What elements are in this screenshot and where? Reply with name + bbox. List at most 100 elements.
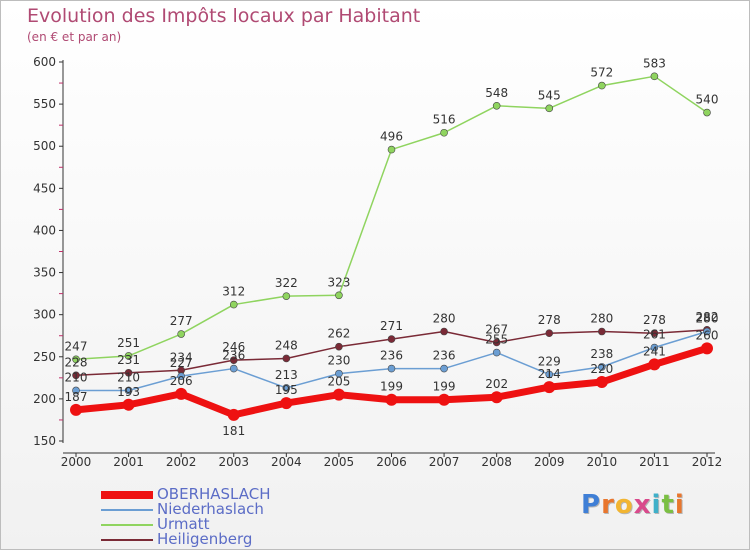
data-point-niederhaslach <box>177 372 185 380</box>
data-point-urmatt <box>124 352 133 360</box>
data-point-oberhaslach <box>385 393 398 406</box>
data-point-oberhaslach <box>701 342 713 355</box>
legend-swatch-oberhaslach <box>101 491 153 499</box>
data-point-heiligenberg <box>545 329 554 337</box>
logo-letter: i <box>674 490 685 520</box>
data-label-urmatt: 251 <box>117 336 140 350</box>
data-label-oberhaslach: 181 <box>222 424 245 438</box>
data-point-niederhaslach <box>387 364 396 373</box>
logo-letter: P <box>581 490 602 520</box>
y-tick-label: 250 <box>33 350 56 364</box>
data-label-niederhaslach: 227 <box>170 356 193 370</box>
data-label-oberhaslach: 206 <box>170 374 193 388</box>
data-point-heiligenberg <box>282 354 291 363</box>
data-label-niederhaslach: 210 <box>117 370 140 384</box>
data-label-niederhaslach: 236 <box>380 349 403 363</box>
x-tick-label: 2003 <box>218 455 249 469</box>
data-label-urmatt: 548 <box>485 86 508 100</box>
logo-letter: o <box>614 490 634 520</box>
legend-swatch-niederhaslach <box>101 509 153 511</box>
data-label-oberhaslach: 202 <box>485 377 508 391</box>
chart-subtitle: (en € et par an) <box>27 30 122 44</box>
data-label-oberhaslach: 187 <box>65 390 88 404</box>
proxiti-logo: Proxiti <box>581 490 685 520</box>
data-point-oberhaslach <box>490 391 503 404</box>
data-label-urmatt: 247 <box>65 339 88 353</box>
x-tick-label: 2002 <box>166 455 197 469</box>
data-label-heiligenberg: 248 <box>275 338 298 352</box>
data-label-niederhaslach: 229 <box>538 354 561 368</box>
data-point-heiligenberg <box>335 342 343 351</box>
data-point-urmatt <box>650 72 659 81</box>
data-point-oberhaslach <box>175 387 188 400</box>
data-label-oberhaslach: 205 <box>327 375 350 389</box>
data-label-niederhaslach: 236 <box>222 349 245 363</box>
data-label-niederhaslach: 230 <box>327 354 350 368</box>
data-label-urmatt: 323 <box>327 275 350 289</box>
data-point-urmatt <box>282 292 291 300</box>
data-point-niederhaslach <box>335 369 343 378</box>
data-label-oberhaslach: 220 <box>590 362 613 376</box>
y-tick-label: 200 <box>33 392 56 406</box>
data-point-urmatt <box>598 81 606 90</box>
data-point-oberhaslach <box>648 358 661 371</box>
data-label-urmatt: 312 <box>222 285 245 299</box>
data-label-urmatt: 322 <box>275 276 298 290</box>
x-tick-label: 2010 <box>587 455 618 469</box>
data-label-niederhaslach: 238 <box>590 347 613 361</box>
data-label-niederhaslach: 261 <box>643 328 666 342</box>
x-tick-label: 2012 <box>692 455 723 469</box>
y-tick-label: 550 <box>33 97 56 111</box>
x-tick-label: 2000 <box>61 455 92 469</box>
data-label-urmatt: 540 <box>696 93 719 107</box>
y-tick-label: 300 <box>33 308 56 322</box>
data-label-urmatt: 277 <box>170 314 193 328</box>
data-label-heiligenberg: 228 <box>65 355 88 369</box>
data-point-niederhaslach <box>703 327 711 336</box>
data-point-heiligenberg <box>229 356 238 364</box>
legend-label-heiligenberg: Heiligenberg <box>157 530 253 548</box>
x-tick-label: 2009 <box>534 455 565 469</box>
data-point-urmatt <box>177 330 185 338</box>
data-point-oberhaslach <box>227 408 240 421</box>
data-label-oberhaslach: 193 <box>117 385 140 399</box>
data-label-heiligenberg: 267 <box>485 322 508 336</box>
data-label-heiligenberg: 262 <box>327 327 350 341</box>
data-label-urmatt: 516 <box>433 113 456 127</box>
data-label-oberhaslach: 260 <box>696 328 719 342</box>
x-tick-label: 2004 <box>271 455 302 469</box>
data-point-heiligenberg <box>124 368 133 377</box>
x-tick-label: 2008 <box>481 455 512 469</box>
logo-letter: x <box>633 490 652 520</box>
data-point-heiligenberg <box>440 327 448 336</box>
y-tick-label: 500 <box>33 139 56 153</box>
data-point-niederhaslach <box>440 364 448 373</box>
data-label-oberhaslach: 214 <box>538 367 561 381</box>
data-label-heiligenberg: 278 <box>538 313 561 327</box>
data-point-oberhaslach <box>280 397 293 410</box>
data-label-oberhaslach: 199 <box>380 380 403 394</box>
logo-letter: t <box>661 490 675 520</box>
data-label-urmatt: 572 <box>590 66 613 80</box>
data-point-heiligenberg <box>650 329 659 337</box>
data-label-niederhaslach: 255 <box>485 333 508 347</box>
legend-label-urmatt: Urmatt <box>157 515 210 533</box>
data-point-heiligenberg <box>492 338 501 347</box>
data-point-niederhaslach <box>72 386 80 395</box>
data-point-heiligenberg <box>72 371 80 380</box>
data-label-niederhaslach: 236 <box>433 349 456 363</box>
data-point-oberhaslach <box>332 388 345 401</box>
data-point-niederhaslach <box>282 384 291 392</box>
data-label-heiligenberg: 278 <box>643 313 666 327</box>
data-point-heiligenberg <box>598 327 606 336</box>
data-point-niederhaslach <box>650 343 659 352</box>
data-label-heiligenberg: 280 <box>590 312 613 326</box>
data-label-niederhaslach: 280 <box>696 312 719 326</box>
data-label-oberhaslach: 241 <box>643 344 666 358</box>
data-point-niederhaslach <box>229 364 238 373</box>
data-label-urmatt: 496 <box>380 130 403 144</box>
x-tick-label: 2006 <box>376 455 407 469</box>
data-point-urmatt <box>545 104 554 113</box>
data-label-heiligenberg: 271 <box>380 319 403 333</box>
